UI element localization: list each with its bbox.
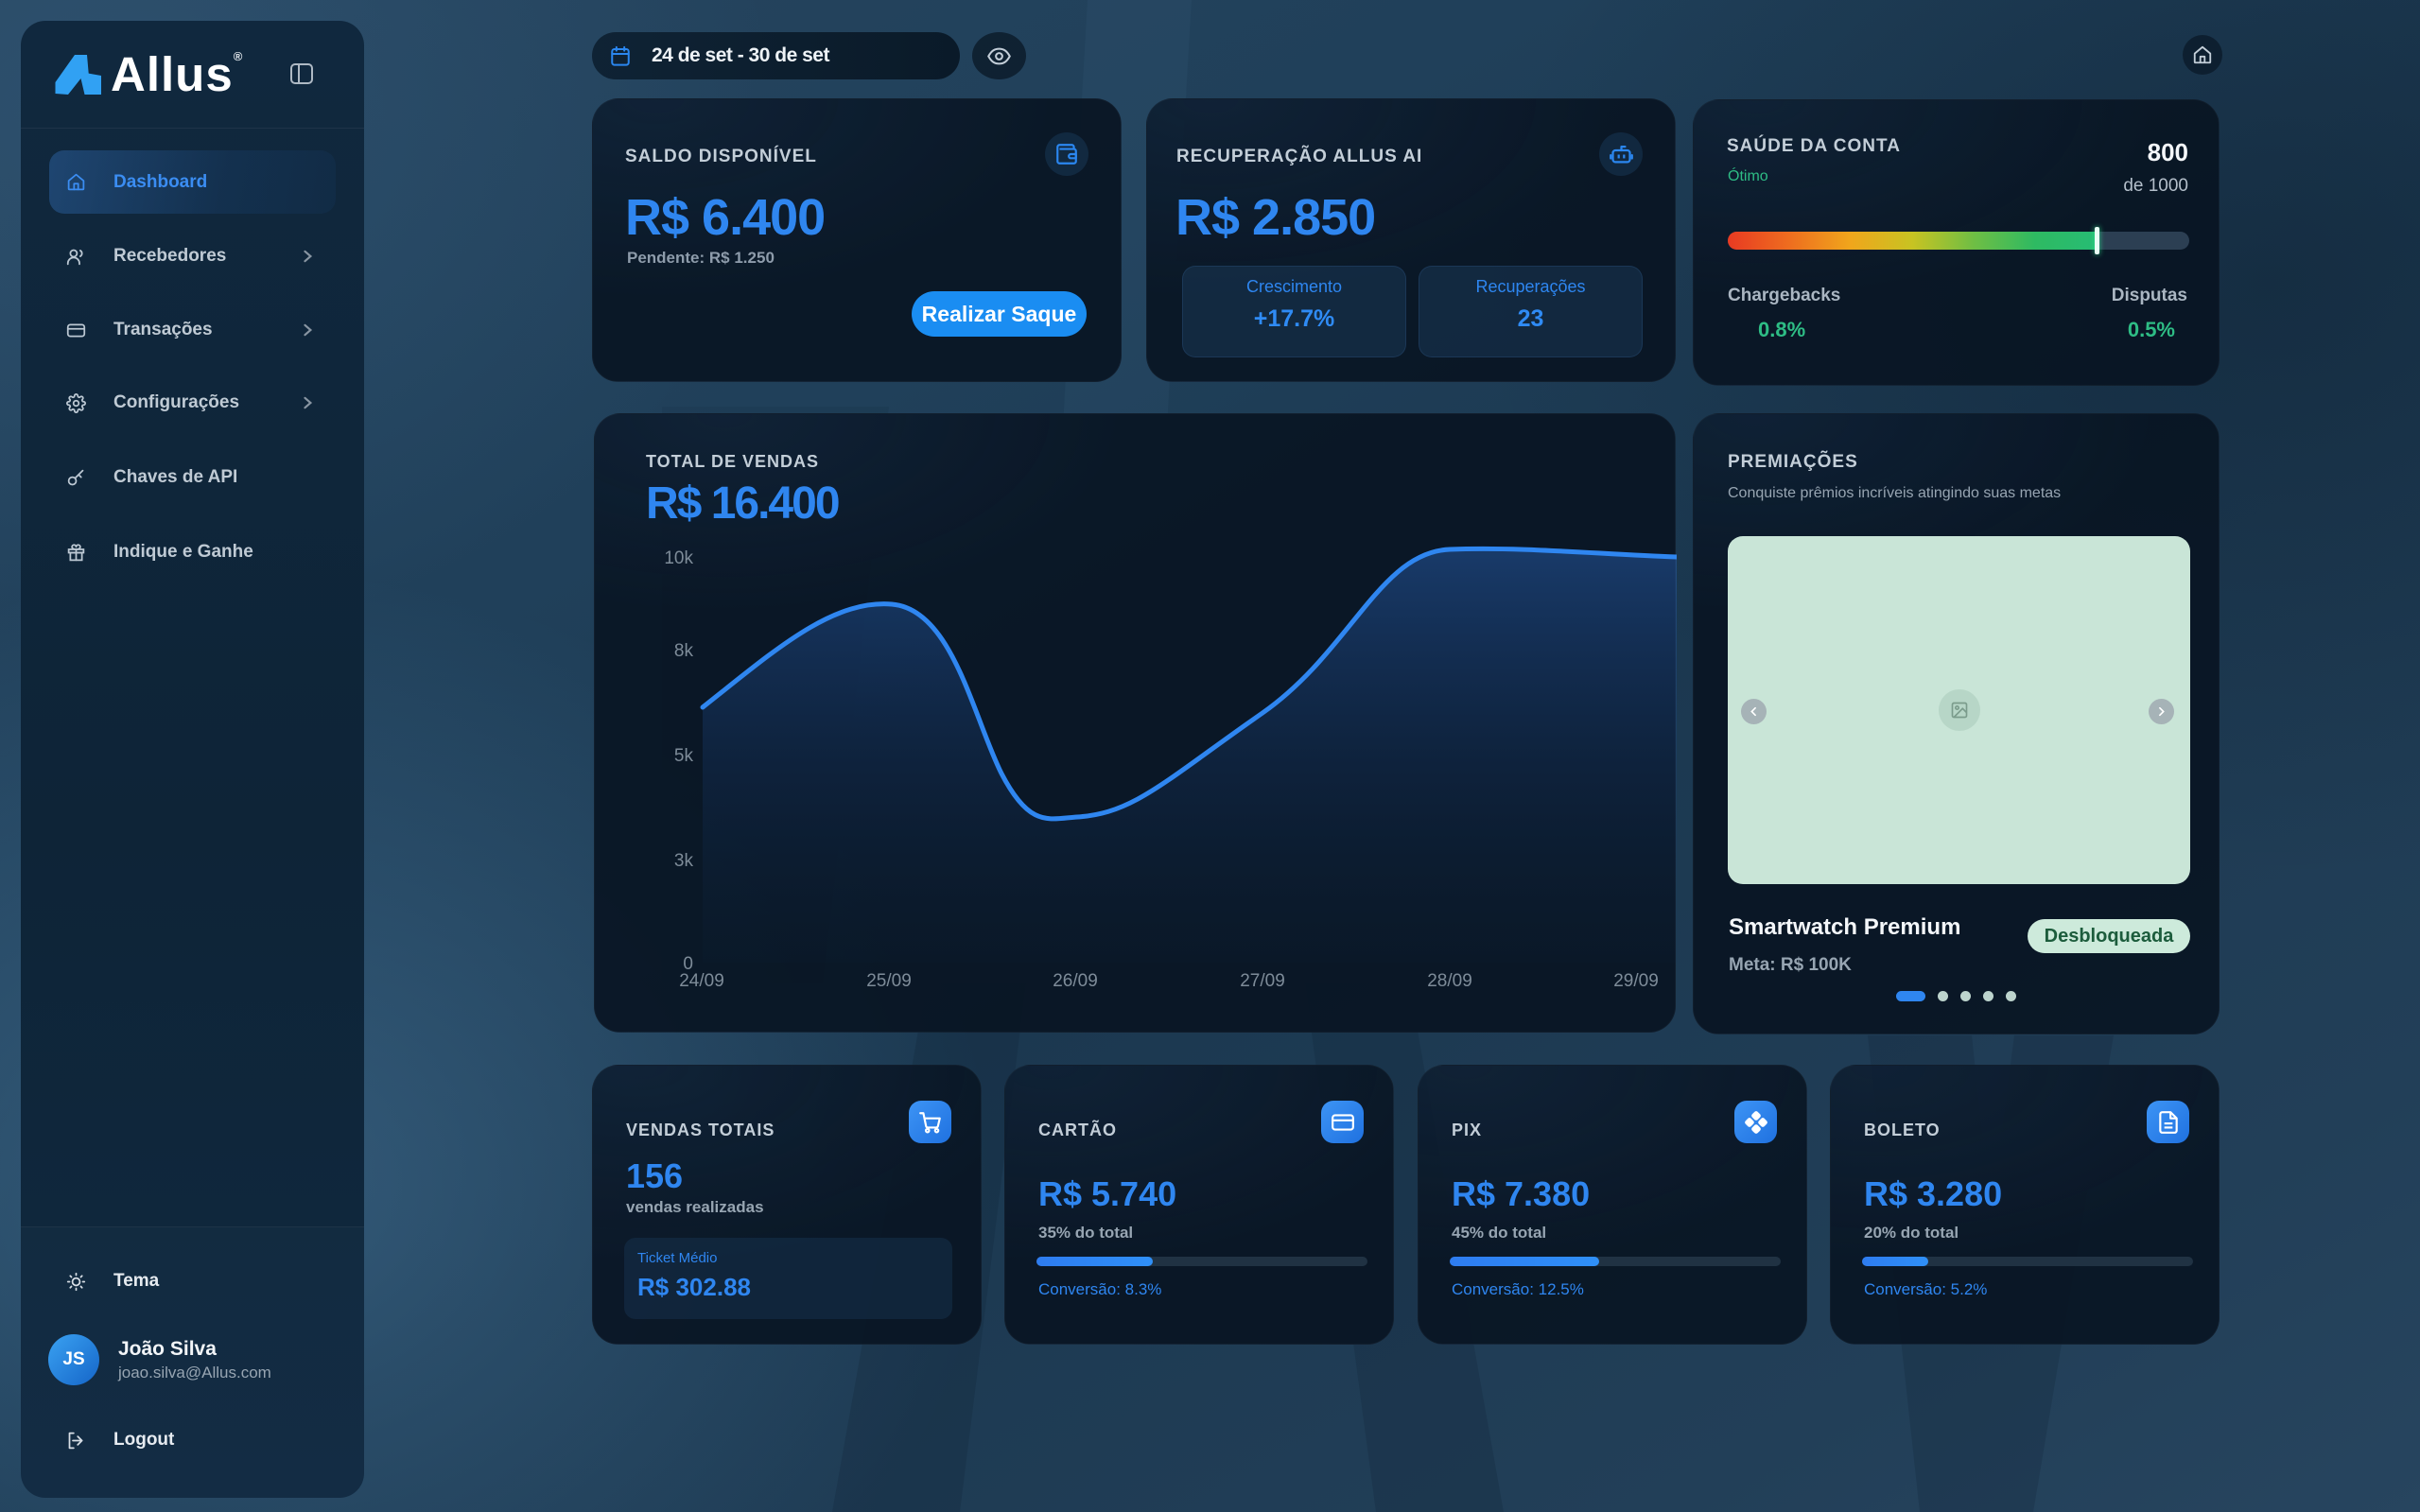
svg-text:26/09: 26/09 [1053,971,1098,991]
svg-text:5k: 5k [674,746,694,766]
svg-text:0: 0 [683,954,693,974]
svg-text:28/09: 28/09 [1427,971,1472,991]
svg-text:25/09: 25/09 [866,971,912,991]
svg-text:24/09: 24/09 [679,971,724,991]
svg-text:29/09: 29/09 [1613,971,1659,991]
svg-text:27/09: 27/09 [1240,971,1285,991]
svg-text:8k: 8k [674,641,694,661]
svg-text:3k: 3k [674,851,694,871]
svg-text:10k: 10k [664,548,693,568]
